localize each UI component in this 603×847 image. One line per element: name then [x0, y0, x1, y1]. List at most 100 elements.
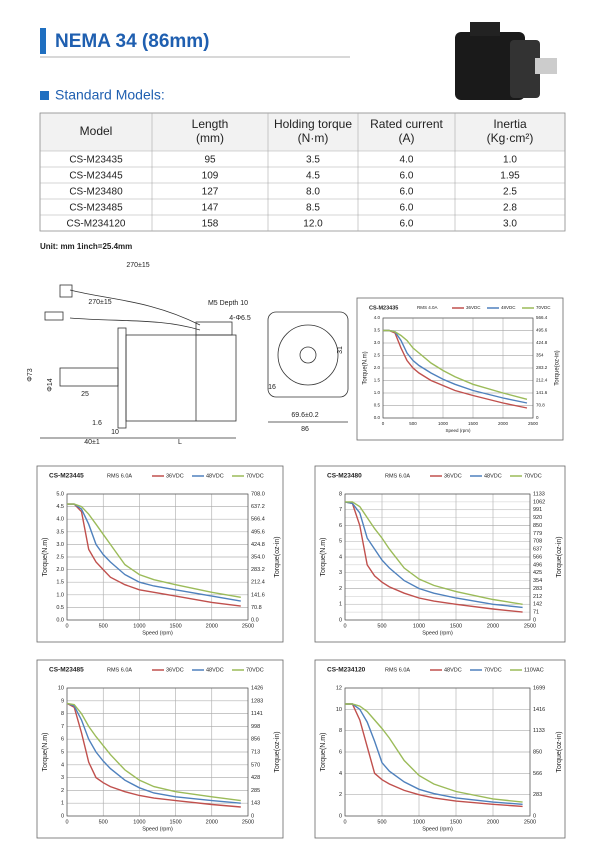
y2-tick-label: 1699: [533, 685, 545, 691]
y-tick-label: 2.5: [56, 554, 64, 560]
y2-tick-label: 1133: [533, 491, 545, 497]
y-tick-label: 0.0: [56, 617, 64, 623]
page-title: NEMA 34 (86mm): [55, 31, 210, 52]
y2-tick-label: 708: [533, 539, 542, 545]
y2-tick-label: 708.0: [251, 491, 265, 497]
x-tick-label: 2000: [498, 421, 509, 426]
legend-label: 48VDC: [484, 473, 502, 479]
y-tick-label: 6: [339, 749, 342, 755]
y2-axis-label: Torque(oz-in): [556, 536, 563, 577]
y2-tick-label: 495.6: [536, 328, 548, 333]
series-line: [66, 702, 241, 802]
dimension-label: 4-Φ6.5: [229, 315, 251, 322]
chart-title: CS-M23445: [49, 473, 84, 480]
y2-tick-label: 566.4: [251, 517, 265, 523]
dimension-label: Φ14: [47, 378, 54, 391]
legend-label: 70VDC: [246, 473, 264, 479]
y-tick-label: 2.0: [374, 365, 381, 370]
y2-tick-label: 1416: [533, 707, 545, 713]
x-tick-label: 2500: [524, 623, 536, 629]
dimension-label: 1.6: [92, 420, 102, 427]
x-tick-label: 1000: [413, 623, 425, 629]
table-cell: 8.5: [306, 203, 320, 214]
x-axis-label: Speed (rpm): [142, 630, 173, 636]
y2-tick-label: 71: [533, 610, 539, 616]
y2-tick-label: 285: [251, 788, 260, 794]
y2-tick-label: 283.2: [251, 567, 265, 573]
x-tick-label: 2500: [242, 623, 254, 629]
table-header-cell: Inertia: [493, 117, 527, 131]
y2-tick-label: 0: [251, 813, 254, 819]
y-tick-label: 4: [339, 771, 342, 777]
series-line: [66, 702, 241, 804]
legend-label: 48VDC: [501, 305, 516, 310]
y-tick-label: 8: [339, 728, 342, 734]
y2-tick-label: 850: [533, 523, 542, 529]
x-tick-label: 1000: [438, 421, 449, 426]
table-cell: 6.0: [400, 203, 414, 214]
y2-tick-label: 212.4: [536, 378, 548, 383]
table-cell: 6.0: [400, 187, 414, 198]
table-cell: 4.5: [306, 171, 320, 182]
y2-tick-label: 1133: [533, 728, 545, 734]
y-tick-label: 3.5: [56, 529, 64, 535]
dimension-label: 40±1: [84, 439, 100, 446]
table-cell: CS-M23435: [69, 155, 123, 166]
y-tick-label: 8: [339, 491, 342, 497]
dimension-drawing: [40, 284, 349, 439]
y2-tick-label: 856: [251, 737, 260, 743]
y2-tick-label: 991: [533, 507, 542, 513]
y2-tick-label: 142: [533, 602, 542, 608]
x-tick-label: 0: [382, 421, 385, 426]
y-tick-label: 9: [61, 698, 64, 704]
table-header-cell: (A): [399, 131, 415, 145]
x-tick-label: 0: [65, 623, 68, 629]
x-axis-label: Speed (rpm): [445, 428, 471, 433]
y-tick-label: 4: [339, 554, 342, 560]
y2-tick-label: 566.4: [536, 315, 548, 320]
table-cell: 158: [202, 219, 219, 230]
y-tick-label: 12: [336, 685, 342, 691]
chart-title: CS-M23485: [49, 667, 84, 674]
y-tick-label: 1.5: [374, 378, 381, 383]
y2-tick-label: 354: [536, 353, 544, 358]
y-tick-label: 8: [61, 711, 64, 717]
series-line: [383, 329, 528, 400]
y2-tick-label: 143: [251, 801, 260, 807]
y-tick-label: 0.5: [56, 605, 64, 611]
y-tick-label: 7: [61, 724, 64, 730]
x-tick-label: 2500: [528, 421, 539, 426]
y-tick-label: 4.0: [374, 315, 381, 320]
dimension-label: 31: [337, 346, 344, 354]
table-header-cell: (N·m): [298, 131, 329, 145]
y2-tick-label: 1062: [533, 499, 545, 505]
plot-border: [344, 493, 531, 621]
table-cell: CS-M23445: [69, 171, 123, 182]
table-cell: 127: [202, 187, 219, 198]
chart: CS-M234120 RMS 6.0A 48VDC 70VDC 110VAC 0 500 10…: [314, 659, 566, 839]
section-title: Standard Models:: [55, 87, 165, 103]
y-tick-label: 6: [339, 523, 342, 529]
table-header-cell: Length: [192, 117, 229, 131]
plot-border: [344, 687, 531, 817]
chart-subtitle: RMS 6.0A: [107, 667, 132, 673]
y-tick-label: 2: [61, 788, 64, 794]
dimension-label: 69.6±0.2: [291, 412, 318, 419]
y2-tick-label: 637.2: [251, 504, 265, 510]
title-bar: [40, 28, 46, 54]
chart-frame: [314, 659, 566, 839]
x-tick-label: 1500: [450, 819, 462, 825]
chart-subtitle: RMS 6.0A: [385, 667, 410, 673]
chart-frame: [36, 465, 284, 643]
table-cell: 12.0: [303, 219, 323, 230]
x-tick-label: 2500: [524, 819, 536, 825]
y-axis-label: Torque(N.m): [363, 351, 369, 384]
series-line: [344, 501, 523, 613]
x-tick-label: 2000: [487, 819, 499, 825]
chart-subtitle: RMS 6.0A: [107, 473, 132, 479]
legend-label: 48VDC: [444, 667, 462, 673]
